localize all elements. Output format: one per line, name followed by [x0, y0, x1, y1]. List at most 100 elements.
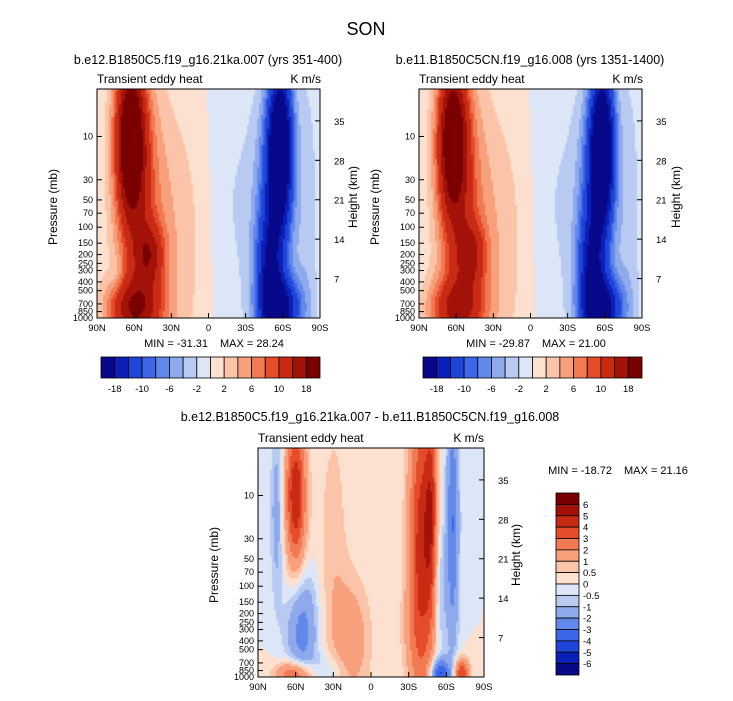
panel-3-units: K m/s	[453, 431, 484, 445]
colorbar-label: -1	[583, 602, 591, 613]
colorbar-swatch	[555, 583, 580, 596]
x-tick-label: 30N	[325, 682, 343, 693]
colorbar-label: 1	[583, 557, 588, 568]
colorbar-swatch	[264, 356, 280, 379]
y-tick-label: 70	[405, 208, 415, 218]
colorbar-swatch	[532, 356, 547, 379]
panel-2-height-label: Height (km)	[669, 166, 683, 228]
y-tick-label: 1000	[234, 672, 254, 682]
height-tick-label: 28	[498, 515, 509, 526]
y-tick-label: 850	[78, 307, 93, 317]
colorbar-swatch	[600, 356, 616, 379]
y-tick-label: 150	[78, 238, 93, 248]
y-tick-label: 400	[239, 636, 254, 646]
colorbar-swatch	[614, 356, 629, 379]
colorbar-swatch	[545, 356, 561, 379]
colorbar-swatch	[251, 356, 266, 379]
panel-3-title: b.e12.B1850C5.f19_g16.21ka.007 - b.e11.B…	[181, 410, 560, 424]
x-tick-label: 0	[368, 682, 373, 693]
panel-2-ylabel: Pressure (mb)	[368, 169, 382, 245]
y-tick-label: 700	[400, 299, 415, 309]
y-tick-label: 400	[78, 277, 93, 287]
y-tick-label: 1000	[395, 313, 415, 323]
x-tick-label: 90N	[88, 323, 106, 334]
colorbar-label: 10	[596, 384, 607, 395]
x-tick-label: 60S	[438, 682, 455, 693]
colorbar-swatch	[555, 651, 580, 665]
y-tick-label: 70	[244, 567, 254, 577]
height-tick-label: 28	[656, 156, 667, 167]
colorbar-label: -6	[165, 384, 173, 395]
panel-2: b.e11.B1850C5CN.f19_g16.008 (yrs 1351-14…	[368, 53, 683, 350]
heatmap-field	[97, 89, 320, 318]
height-tick-label: 14	[498, 594, 509, 605]
x-tick-label: 30S	[237, 323, 254, 334]
y-tick-label: 700	[239, 658, 254, 668]
height-tick-label: 35	[334, 117, 345, 128]
panel-2-units: K m/s	[612, 72, 643, 86]
y-tick-label: 300	[78, 266, 93, 276]
x-tick-label: 0	[528, 323, 533, 334]
colorbar-label: 5	[583, 511, 588, 522]
colorbar-swatch	[627, 356, 643, 379]
y-tick-label: 500	[78, 286, 93, 296]
colorbar-label: 18	[623, 384, 634, 395]
panel-2-field-label: Transient eddy heat	[419, 72, 525, 86]
height-tick-label: 7	[334, 275, 339, 286]
colorbar-label: -3	[583, 625, 591, 636]
colorbar-swatch	[305, 356, 321, 379]
panel-1-max: MAX = 28.24	[220, 338, 284, 350]
colorbar-swatch	[586, 356, 602, 379]
colorbar-swatch	[491, 356, 506, 379]
colorbar-swatch	[449, 356, 465, 379]
y-tick-label: 250	[78, 258, 93, 268]
colorbar-label: -2	[583, 614, 591, 625]
colorbar-label: -10	[457, 384, 471, 395]
y-tick-label: 850	[239, 666, 254, 676]
x-tick-label: 60S	[274, 323, 291, 334]
x-tick-label: 60S	[596, 323, 613, 334]
x-tick-label: 60N	[125, 323, 143, 334]
y-tick-label: 200	[400, 250, 415, 260]
colorbar-swatch	[555, 640, 580, 653]
x-tick-label: 30S	[559, 323, 576, 334]
colorbar-swatch	[555, 629, 580, 642]
figure-title: SON	[346, 19, 385, 39]
colorbar-label: -5	[583, 648, 591, 659]
height-tick-label: 35	[498, 476, 509, 487]
colorbar-panel-1: -18 -10 -6 -2 2 6 10 18	[100, 356, 321, 395]
panel-3-field-label: Transient eddy heat	[258, 431, 364, 445]
colorbar-label: -10	[135, 384, 149, 395]
y-tick-label: 50	[405, 195, 415, 205]
panel-3-min: MIN = -18.72	[548, 465, 612, 477]
y-tick-label: 30	[405, 175, 415, 185]
y-tick-label: 850	[400, 307, 415, 317]
y-tick-label: 100	[400, 222, 415, 232]
heatmap-field	[419, 89, 642, 318]
height-tick-label: 21	[498, 555, 509, 566]
colorbar-swatch	[210, 356, 225, 379]
colorbar-swatch	[237, 356, 252, 379]
colorbar-swatch	[555, 515, 580, 528]
y-tick-label: 300	[239, 625, 254, 635]
y-tick-label: 100	[78, 222, 93, 232]
panel-3-height-label: Height (km)	[509, 524, 523, 586]
colorbar-swatch	[555, 549, 580, 562]
colorbar-swatch	[555, 560, 580, 574]
y-tick-label: 50	[244, 554, 254, 564]
x-tick-label: 30N	[485, 323, 503, 334]
colorbar-label: 10	[274, 384, 285, 395]
y-tick-label: 150	[239, 597, 254, 607]
panel-2-max: MAX = 21.00	[542, 338, 606, 350]
panel-1-field-label: Transient eddy heat	[97, 72, 203, 86]
colorbar-swatch	[278, 356, 294, 379]
colorbar-swatch	[518, 356, 533, 379]
colorbar-label: 6	[249, 384, 254, 395]
colorbar-label: -18	[430, 384, 444, 395]
y-tick-label: 30	[83, 175, 93, 185]
x-tick-label: 30S	[400, 682, 417, 693]
colorbar-swatch	[100, 356, 116, 379]
y-tick-label: 70	[83, 208, 93, 218]
x-tick-label: 60N	[447, 323, 465, 334]
